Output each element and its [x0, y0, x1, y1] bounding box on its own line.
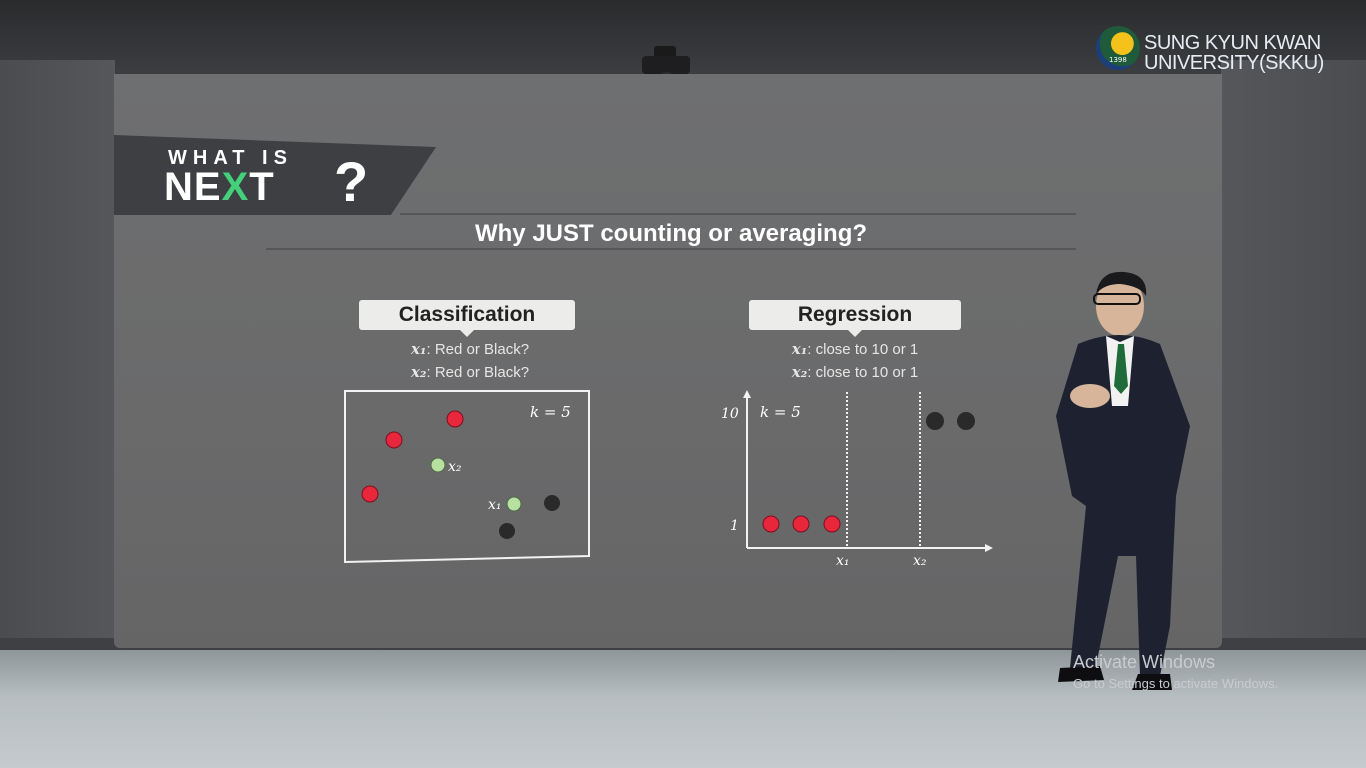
regression-y-tick-1: 1: [730, 518, 739, 534]
title-rule-bottom: [266, 248, 1076, 250]
red-point: [762, 515, 780, 533]
classification-label: Classification: [359, 300, 575, 337]
classification-x1-label: x₁: [488, 497, 502, 513]
what-is-next-banner: WHAT IS NEXT ?: [114, 135, 436, 215]
regression-label: Regression: [749, 300, 961, 337]
regression-x-tick-2: x₂: [913, 553, 927, 569]
black-point: [926, 412, 944, 430]
regression-x-tick-1: x₁: [836, 553, 850, 569]
logo-line-2: UNIVERSITY(SKKU): [1144, 52, 1324, 74]
studio-wall-right: [1221, 60, 1366, 680]
activation-subtitle: Go to Settings to activate Windows.: [1073, 676, 1279, 691]
slide-title: Why JUST counting or averaging?: [474, 220, 868, 247]
classification-question-1: x₁: Red or Black?: [410, 340, 530, 358]
query-point-x2: [430, 457, 446, 473]
red-point: [446, 410, 464, 428]
classification-plot: k = 5 x₂ x₁: [344, 390, 590, 564]
classification-x2-label: x₂: [448, 459, 462, 475]
regression-k-label: k = 5: [760, 403, 801, 421]
classification-k-label: k = 5: [530, 403, 571, 421]
regression-question-1: x₁: close to 10 or 1: [791, 340, 919, 358]
emblem-year: 1398: [1109, 56, 1127, 64]
title-rule-top: [400, 213, 1076, 215]
black-point: [544, 495, 560, 511]
red-point: [823, 515, 841, 533]
red-point: [385, 431, 403, 449]
banner-small-text: WHAT IS: [168, 147, 293, 169]
banner-arrow-x: X: [221, 165, 250, 209]
red-point: [792, 515, 810, 533]
windows-activation-notice: Activate Windows Go to Settings to activ…: [1073, 652, 1278, 691]
banner-question-mark: ?: [334, 150, 369, 213]
activation-title: Activate Windows: [1073, 652, 1216, 672]
classification-question-2: x₂: Red or Black?: [410, 363, 530, 381]
black-point: [499, 523, 515, 539]
red-point: [361, 485, 379, 503]
studio-wall-left: [0, 60, 115, 680]
presenter: [1056, 271, 1190, 690]
regression-question-2: x₂: close to 10 or 1: [791, 363, 919, 381]
university-emblem-icon: [1096, 26, 1140, 70]
university-logo: 1398 SUNG KYUN KWAN UNIVERSITY(SKKU): [1096, 26, 1336, 78]
regression-y-tick-10: 10: [721, 406, 739, 422]
black-point: [957, 412, 975, 430]
regression-plot: 10 1 k = 5 x₁ x₂: [721, 390, 993, 569]
logo-line-1: SUNG KYUN KWAN: [1144, 32, 1321, 54]
banner-big-text: NEXT: [164, 165, 275, 209]
query-point-x1: [506, 496, 522, 512]
studio-floor: [0, 650, 1366, 768]
